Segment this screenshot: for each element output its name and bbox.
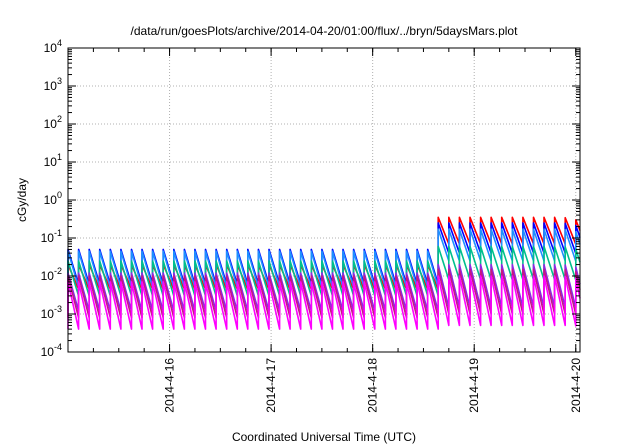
y-tick-label: 10-4 bbox=[41, 342, 62, 359]
y-tick-label: 101 bbox=[44, 152, 62, 169]
x-axis: 2014-4-16 2014-4-17 2014-4-18 2014-4-19 2014… bbox=[67, 48, 583, 413]
y-tick-label: 100 bbox=[44, 190, 62, 207]
y-tick-label: 104 bbox=[44, 38, 62, 55]
x-axis-label: Coordinated Universal Time (UTC) bbox=[232, 430, 416, 444]
x-tick-label: 2014-4-19 bbox=[467, 358, 481, 413]
y-tick-label: 103 bbox=[44, 76, 62, 93]
y-tick-label: 10-3 bbox=[41, 304, 62, 321]
grid bbox=[68, 48, 580, 352]
series-line-7 bbox=[67, 275, 581, 330]
x-tick-label: 2014-4-16 bbox=[163, 358, 177, 413]
x-tick-label: 2014-4-18 bbox=[366, 358, 380, 413]
y-tick-label: 102 bbox=[44, 114, 62, 131]
y-axis-label: cGy/day bbox=[15, 178, 29, 222]
chart-title: /data/run/goesPlots/archive/2014-04-20/0… bbox=[131, 24, 519, 38]
y-tick-label: 10-1 bbox=[41, 228, 62, 245]
series-group bbox=[67, 216, 581, 330]
x-tick-label: 2014-4-17 bbox=[264, 358, 278, 413]
y-tick-label: 10-2 bbox=[41, 266, 62, 283]
x-tick-label: 2014-4-20 bbox=[569, 358, 583, 413]
y-axis: 10-4 10-3 10-2 10-1 100 101 102 103 104 bbox=[41, 38, 580, 359]
